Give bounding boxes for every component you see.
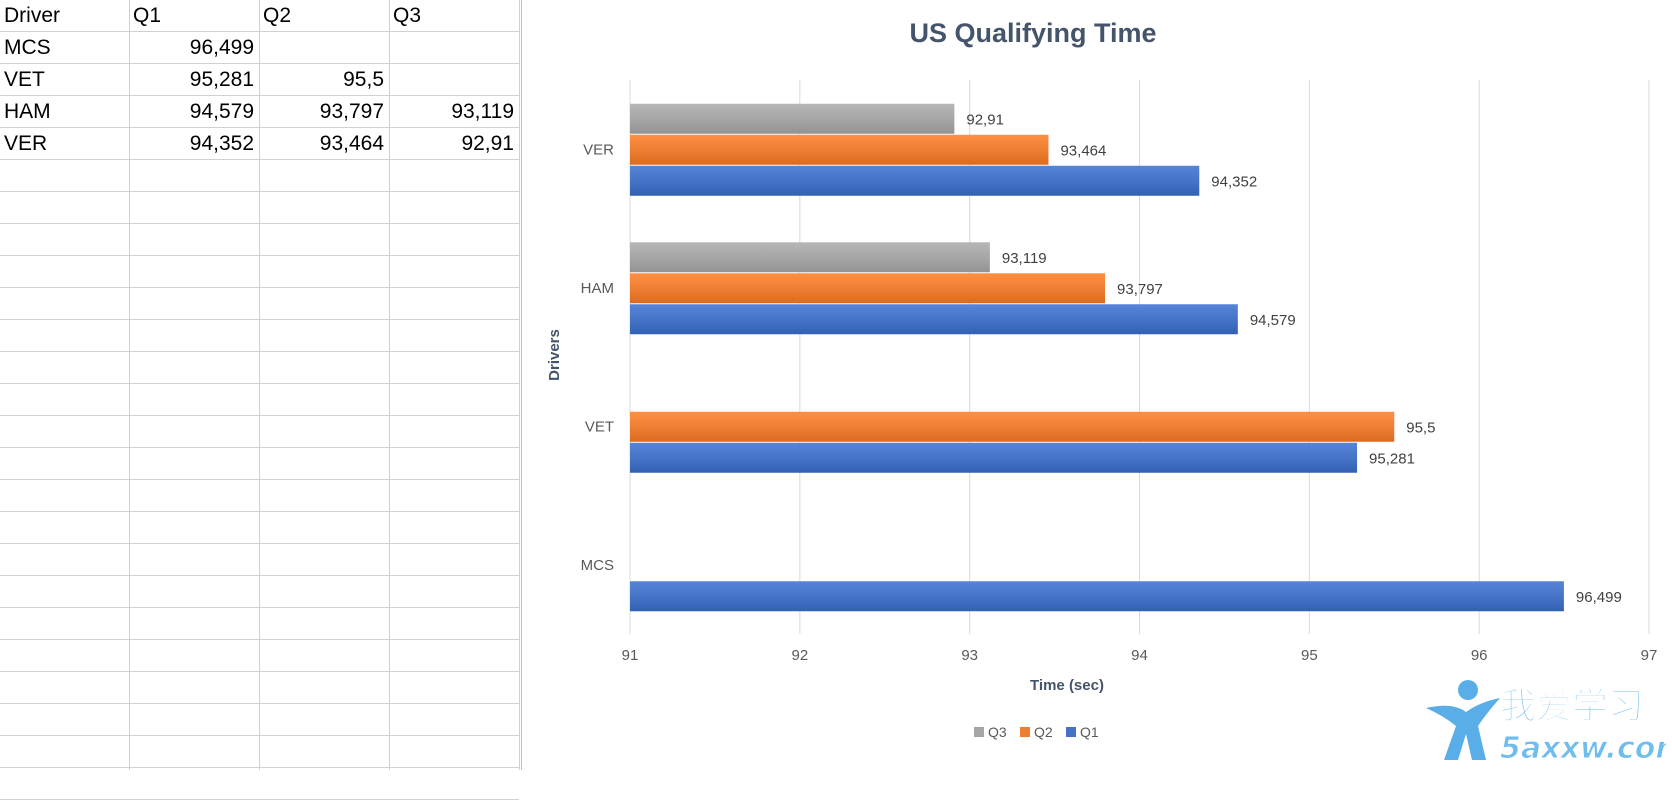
column-gridline [519, 0, 520, 770]
time-cell[interactable]: 96,499 [189, 36, 254, 59]
bar-q2-ham [630, 273, 1106, 304]
category-label: HAM [581, 280, 614, 297]
category-label: MCS [581, 557, 614, 574]
time-cell[interactable]: 95,281 [189, 68, 254, 91]
time-cell[interactable] [392, 32, 514, 63]
data-labels: 96,499 95,281 95,5 94,579 93,797 93,119 94,352… [966, 111, 1621, 606]
time-cell[interactable] [392, 64, 514, 95]
bar-chart: US Qualifying Time 96,499 95,281 95,5 94,57… [546, 18, 1658, 740]
x-tick-label: 96 [1471, 647, 1488, 664]
chart-title: US Qualifying Time [909, 18, 1156, 48]
y-axis-title: Drivers [546, 329, 563, 381]
legend-label: Q3 [988, 724, 1007, 740]
header-cell[interactable]: Q3 [393, 4, 422, 27]
time-cell[interactable]: 93,119 [451, 100, 514, 123]
data-label: 92,91 [966, 111, 1004, 128]
bar-q3-ver [630, 103, 955, 134]
legend-label: Q2 [1034, 724, 1053, 740]
header-cell[interactable]: Driver [4, 4, 60, 27]
category-label: VER [583, 141, 614, 158]
chart-panel[interactable]: US Qualifying Time 96,499 95,281 95,5 94,57… [522, 0, 1672, 770]
time-cell[interactable]: 92,91 [461, 132, 514, 155]
time-cell[interactable]: 93,797 [319, 100, 384, 123]
value-axis: 91 92 93 94 95 96 97 [622, 647, 1658, 664]
category-axis: MCS VET HAM VER [581, 141, 615, 574]
time-cell[interactable]: 94,352 [189, 132, 254, 155]
x-tick-label: 92 [791, 647, 808, 664]
bar-q1-ver [630, 165, 1200, 196]
watermark-logo: 我爱学习 5axxw.com [1408, 668, 1672, 768]
legend: Q3 Q2 Q1 [974, 724, 1099, 740]
x-tick-label: 97 [1641, 647, 1658, 664]
x-axis-title: Time (sec) [1030, 677, 1104, 694]
time-cell[interactable] [262, 32, 384, 63]
driver-cell[interactable]: HAM [4, 100, 51, 123]
data-label: 94,579 [1250, 312, 1296, 329]
driver-cell[interactable]: MCS [4, 36, 51, 59]
data-label: 95,5 [1406, 419, 1435, 436]
column-gridline [389, 0, 390, 770]
watermark-cn-text: 我爱学习 [1500, 685, 1644, 727]
category-label: VET [585, 418, 614, 435]
time-cell[interactable]: 93,464 [319, 132, 384, 155]
bar-q3-ham [630, 242, 990, 273]
data-label: 96,499 [1576, 589, 1622, 606]
bar-q2-vet [630, 411, 1395, 442]
column-gridline [259, 0, 260, 770]
driver-cell[interactable]: VET [4, 68, 45, 91]
figure-icon [1426, 680, 1500, 760]
header-cell[interactable]: Q2 [263, 4, 292, 27]
driver-cell[interactable]: VER [4, 132, 48, 155]
legend-swatch-q1 [1066, 727, 1076, 737]
header-cell[interactable]: Q1 [133, 4, 162, 27]
time-cell[interactable]: 94,579 [189, 100, 254, 123]
bar-q2-ver [630, 134, 1049, 165]
bar-q1-ham [630, 304, 1238, 335]
x-tick-label: 94 [1131, 647, 1148, 664]
bar-q1-mcs [630, 581, 1564, 612]
column-gridline [129, 0, 130, 770]
data-label: 93,464 [1060, 142, 1106, 159]
bars [630, 103, 1564, 612]
x-tick-label: 95 [1301, 647, 1318, 664]
legend-label: Q1 [1080, 724, 1099, 740]
time-cell[interactable]: 95,5 [343, 68, 384, 91]
data-label: 93,797 [1117, 281, 1163, 298]
watermark-url-text: 5axxw.com [1500, 731, 1666, 766]
x-tick-label: 93 [961, 647, 978, 664]
bar-q1-vet [630, 442, 1358, 473]
legend-swatch-q3 [974, 727, 984, 737]
data-label: 95,281 [1369, 450, 1415, 467]
data-label: 93,119 [1002, 250, 1047, 267]
x-tick-label: 91 [622, 647, 639, 664]
chart-border [521, 0, 522, 770]
legend-swatch-q2 [1020, 727, 1030, 737]
data-label: 94,352 [1211, 173, 1257, 190]
